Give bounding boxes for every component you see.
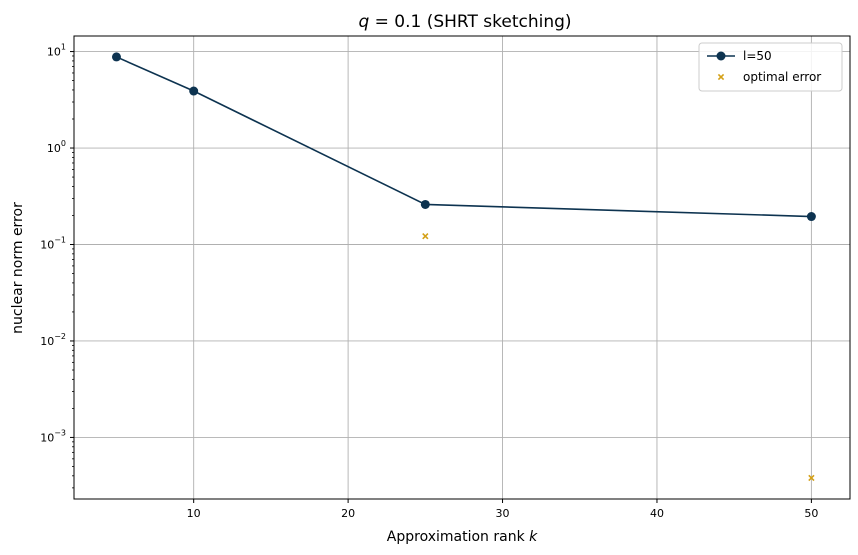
grid-layer <box>74 36 850 499</box>
x-axis-label-text: Approximation rank <box>387 529 529 545</box>
legend-label: l=50 <box>743 49 772 63</box>
optimal-error-point <box>422 233 429 240</box>
y-tick-exponent: −2 <box>54 332 66 341</box>
data-point-marker <box>189 86 199 96</box>
y-tick-base: 10 <box>40 238 54 251</box>
legend: l=50 optimal error <box>698 42 843 92</box>
data-point-marker <box>111 52 121 62</box>
y-tick-base: 10 <box>47 142 61 155</box>
x-tick-label: 40 <box>650 507 664 520</box>
data-point-marker <box>420 199 430 209</box>
y-tick-exponent: 1 <box>61 43 66 52</box>
y-tick-exponent: 0 <box>61 139 66 148</box>
y-tick-base: 10 <box>40 335 54 348</box>
title-variable: q <box>358 12 369 32</box>
y-tick-exponent: −1 <box>54 235 66 244</box>
legend-box <box>698 42 843 92</box>
y-tick-label: 10−2 <box>40 332 66 348</box>
y-tick-label: 101 <box>47 43 66 59</box>
x-tick-label: 20 <box>341 507 355 520</box>
title-rest: = 0.1 (SHRT sketching) <box>369 12 571 32</box>
legend-label: optimal error <box>743 70 821 84</box>
series-line-0 <box>116 56 812 218</box>
x-axis-label: Approximation rank k <box>387 529 538 545</box>
y-tick-base: 10 <box>40 431 54 444</box>
y-axis-label: nuclear norm error <box>10 202 26 334</box>
x-axis-label-var: k <box>529 529 538 545</box>
x-marker-stroke <box>808 474 815 482</box>
data-point-marker <box>806 212 816 222</box>
x-tick-label: 50 <box>804 507 818 520</box>
y-tick-exponent: −3 <box>54 428 66 437</box>
y-tick-label: 10−3 <box>40 428 66 444</box>
x-marker-stroke <box>422 233 429 240</box>
legend-swatch-marker <box>716 51 726 61</box>
chart-title: q = 0.1 (SHRT sketching) <box>358 12 571 32</box>
x-tick-label: 10 <box>187 507 201 520</box>
y-tick-label: 100 <box>47 139 66 155</box>
y-tick-base: 10 <box>47 46 61 59</box>
optimal-error-point <box>808 474 815 482</box>
y-tick-label: 10−1 <box>40 235 66 251</box>
plot-frame <box>73 35 851 500</box>
legend-swatch-x <box>717 73 725 81</box>
x-tick-label: 30 <box>496 507 510 520</box>
series-layer <box>111 52 816 482</box>
